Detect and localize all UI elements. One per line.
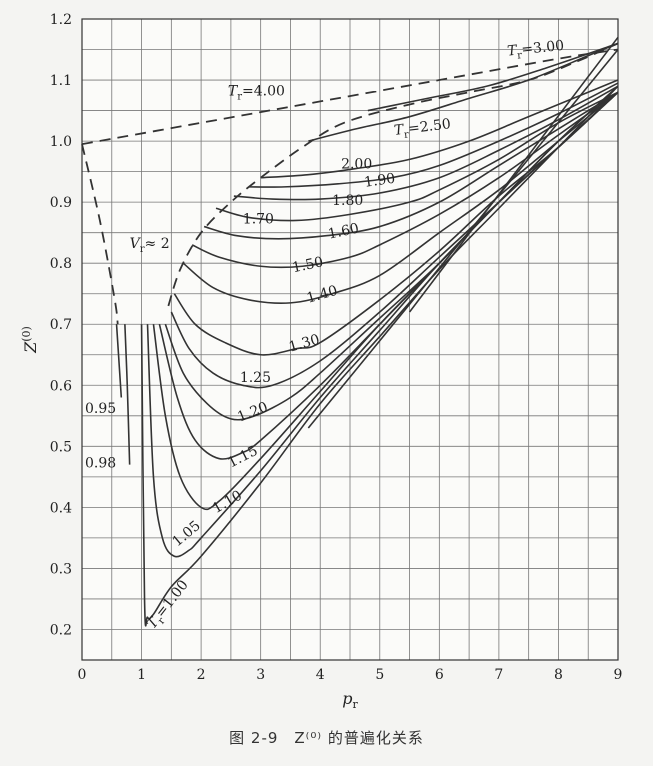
y-tick-label: 1.1 [50,73,72,89]
x-tick-label: 2 [197,667,206,683]
y-tick-label: 1.2 [50,12,72,28]
series-line-Vr2 [81,143,119,325]
series-line-1-60 [203,91,619,240]
curve-label: 0.98 [85,456,116,472]
y-tick-label: 0.7 [50,317,72,333]
curve-label: 1.50 [291,254,325,276]
x-tick-label: 4 [316,667,325,683]
y-tick-label: 0.8 [50,256,72,272]
series-line-Tr1-00 [140,85,619,627]
x-tick-label: 6 [435,667,444,683]
x-tick-label: 7 [494,667,503,683]
y-axis-label: Z(0) [20,326,40,354]
y-tick-label: 0.9 [50,195,72,211]
y-tick-label: 0.6 [50,378,72,394]
series-line-1-40 [182,91,619,304]
curve-label: Tr=3.00 [507,38,566,63]
series-line-Tr2-50 [308,42,619,142]
series-line-0-95 [115,324,123,398]
curve-label: 2.00 [341,157,372,173]
y-tick-label: 1.0 [50,134,72,150]
x-tick-label: 1 [137,667,146,683]
curve-label: Tr=2.50 [393,116,452,142]
series-line-1-30 [173,91,619,356]
limit-a-line [307,49,619,429]
series-line-Tr3-00 [367,42,619,112]
series-line-1-70 [215,91,619,222]
series-line-2-00 [260,79,619,179]
series-line-1-10 [152,85,619,511]
curve-label: Vr≈ 2 [130,236,170,255]
y-tick-label: 0.4 [50,500,72,516]
x-tick-label: 5 [375,667,384,683]
x-axis-label: pr [342,689,358,711]
plot-frame [81,18,619,661]
x-tick-label: 3 [256,667,265,683]
x-tick-label: 0 [78,667,87,683]
figure-caption: 图 2-9 Z⁽⁰⁾ 的普遍化关系 [229,729,424,747]
series-line-0-98 [124,324,131,465]
curve-label: Tr=4.00 [228,83,285,102]
curve-label: 1.60 [327,221,361,243]
series-line-Tr4-00 [81,48,619,146]
curve-label: 1.70 [243,212,274,228]
curve-label: 1.90 [363,171,396,191]
series-line-1-25 [170,91,619,389]
y-tick-label: 0.2 [50,622,72,638]
series-line-1-80 [233,85,619,201]
curve-label: 1.25 [240,370,271,386]
series-line-boundary [167,42,619,307]
x-tick-label: 9 [614,667,623,683]
x-tick-label: 8 [554,667,563,683]
series-line-1-90 [248,82,619,188]
y-tick-label: 0.5 [50,439,72,455]
curve-label: 1.80 [332,193,363,209]
limit-b-line [408,36,619,313]
y-tick-label: 0.3 [50,561,72,577]
curve-label: 0.95 [85,401,116,417]
